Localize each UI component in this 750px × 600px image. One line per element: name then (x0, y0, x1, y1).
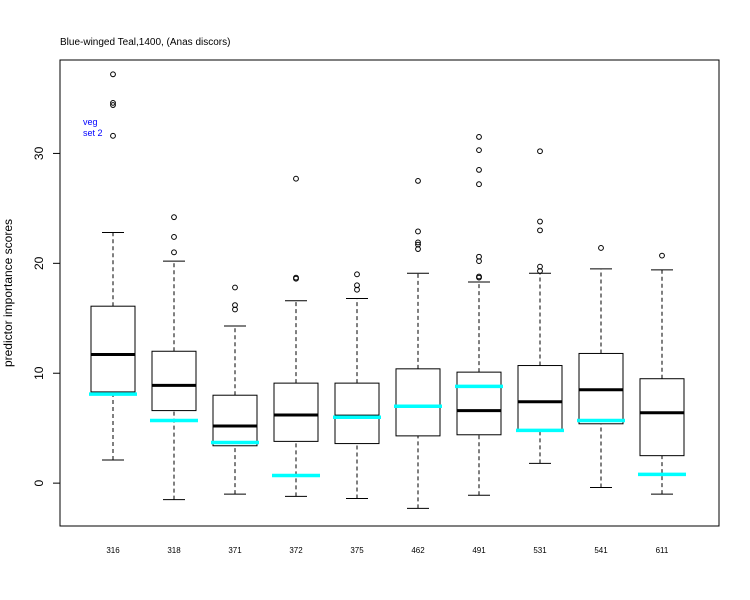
outlier-point (476, 147, 482, 154)
outlier-point (537, 263, 543, 270)
box-541 (577, 245, 625, 489)
y-axis-label: predictor importance scores (1, 219, 15, 367)
outlier-point (476, 134, 482, 140)
x-tick-label: 462 (411, 546, 425, 555)
outlier-point (110, 71, 116, 78)
x-tick-label: 531 (533, 546, 547, 555)
outlier-point (110, 99, 116, 106)
box-iqr (639, 378, 685, 457)
x-tick-label: 611 (656, 546, 669, 555)
box-iqr (212, 394, 258, 447)
x-axis-labels: 316 318 371 372 375 462 491 531 541 611 (106, 546, 669, 555)
outlier-point (537, 227, 543, 234)
y-tick-label: 0 (32, 479, 46, 486)
outlier-point (659, 252, 665, 259)
x-tick-label: 318 (167, 546, 181, 555)
outlier-point (171, 214, 177, 221)
outlier-point (110, 132, 116, 139)
box-375 (333, 271, 381, 500)
outlier-point (110, 102, 116, 108)
outlier-point (354, 271, 360, 278)
outlier-point (598, 245, 604, 251)
outlier-point (537, 218, 543, 225)
x-tick-label: 371 (228, 546, 242, 555)
box-iqr (395, 368, 441, 437)
y-axis: 0 10 20 30 (32, 146, 61, 486)
box-iqr (334, 382, 380, 445)
box-611 (638, 252, 686, 495)
outlier-point (415, 241, 421, 248)
plot-frame (59, 59, 720, 527)
y-tick-label: 10 (32, 366, 46, 380)
y-tick-label: 30 (32, 146, 46, 160)
box-531 (516, 148, 564, 464)
box-318 (150, 214, 198, 501)
annotation-set: set 2 (83, 128, 103, 138)
outlier-point (415, 228, 421, 235)
outlier-point (476, 181, 482, 188)
chart-title: Blue-winged Teal,1400, (Anas discors) (60, 37, 230, 48)
box-iqr (456, 371, 502, 436)
outlier-point (232, 302, 238, 308)
outlier-point (171, 249, 177, 256)
boxes-group (89, 71, 686, 509)
box-iqr (151, 350, 197, 412)
x-tick-label: 375 (350, 546, 364, 555)
box-iqr (273, 382, 319, 442)
x-tick-label: 372 (289, 546, 303, 555)
y-tick-label: 20 (32, 256, 46, 270)
outlier-point (476, 253, 482, 260)
box-iqr (517, 365, 563, 431)
x-tick-label: 491 (472, 546, 486, 555)
outlier-point (354, 282, 360, 289)
box-316 (89, 71, 137, 461)
x-tick-label: 541 (594, 546, 608, 555)
outlier-point (171, 234, 177, 240)
box-iqr (90, 305, 136, 393)
outlier-point (232, 284, 238, 291)
outlier-point (293, 175, 299, 182)
outlier-point (293, 274, 299, 281)
box-491 (455, 134, 503, 496)
box-372 (272, 175, 320, 497)
box-462 (394, 177, 442, 509)
outlier-point (476, 167, 482, 173)
annotation-veg: veg (83, 117, 98, 127)
box-371 (211, 284, 259, 495)
outlier-point (476, 273, 482, 280)
outlier-point (537, 148, 543, 155)
x-tick-label: 316 (106, 546, 120, 555)
outlier-point (415, 177, 421, 184)
outlier-point (415, 239, 421, 246)
